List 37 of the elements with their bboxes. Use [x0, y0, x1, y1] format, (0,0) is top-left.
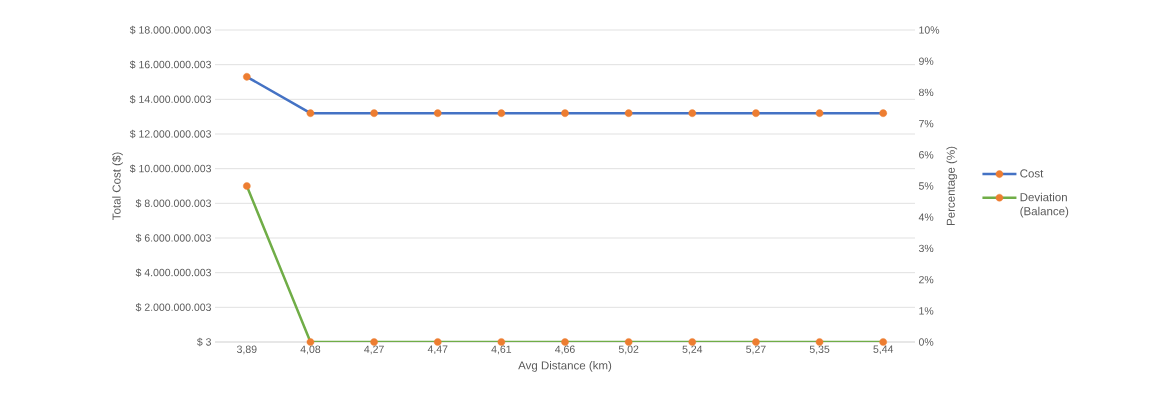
x-tick-label: 4,61 — [491, 345, 512, 355]
y-tick-label: $ 6.000.000.003 — [135, 233, 211, 243]
y-tick-label: $ 8.000.000.003 — [135, 199, 211, 208]
y2-tick-label: 8% — [918, 88, 934, 97]
y-tick-label: $ 18.000.000.003 — [129, 25, 211, 35]
y-tick-label: $ 16.000.000.003 — [129, 60, 211, 69]
x-tick-label: 4,47 — [427, 345, 448, 355]
x-tick-label: 5,35 — [809, 345, 830, 355]
legend-label: Cost — [1020, 169, 1044, 178]
y2-axis-title: Percentage (%) — [946, 146, 958, 226]
y-tick-label: $ 10.000.000.003 — [129, 164, 211, 173]
x-tick-label: 4,27 — [364, 345, 384, 355]
y2-tick-label: 9% — [919, 57, 934, 65]
y-axis-title: Total Cost ($) — [112, 152, 123, 220]
y-tick-label: $ 14.000.000.003 — [129, 95, 211, 104]
legend-label: Deviation (Balance) — [1020, 192, 1069, 218]
x-tick-label: 5,44 — [873, 345, 894, 355]
x-tick-label: 4,66 — [555, 345, 575, 355]
x-tick-label: 5,24 — [682, 345, 703, 355]
y2-tick-label: 1% — [919, 307, 934, 315]
y-tick-label: $ 4.000.000.003 — [135, 268, 211, 277]
x-axis-title: Avg Distance (km) — [518, 361, 612, 372]
x-tick-label: 4,08 — [300, 345, 321, 355]
y2-tick-label: 0% — [918, 338, 934, 346]
y-tick-label: $ 2.000.000.003 — [135, 303, 211, 312]
x-tick-label: 5,02 — [618, 345, 639, 355]
y2-tick-label: 3% — [918, 244, 934, 253]
y2-tick-label: 2% — [919, 275, 934, 284]
y-tick-label: $ 12.000.000.003 — [129, 129, 211, 139]
y2-tick-label: 4% — [918, 213, 934, 221]
y2-tick-label: 10% — [919, 26, 940, 34]
x-tick-label: 3,89 — [237, 345, 257, 355]
y2-tick-label: 5% — [918, 182, 934, 190]
y-tick-label: $ 3 — [196, 337, 212, 347]
y2-tick-label: 6% — [919, 151, 934, 159]
y2-tick-label: 7% — [919, 119, 934, 128]
x-tick-label: 5,27 — [746, 345, 766, 355]
